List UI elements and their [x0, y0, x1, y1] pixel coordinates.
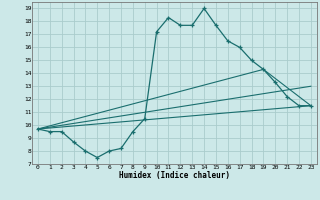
X-axis label: Humidex (Indice chaleur): Humidex (Indice chaleur)	[119, 171, 230, 180]
